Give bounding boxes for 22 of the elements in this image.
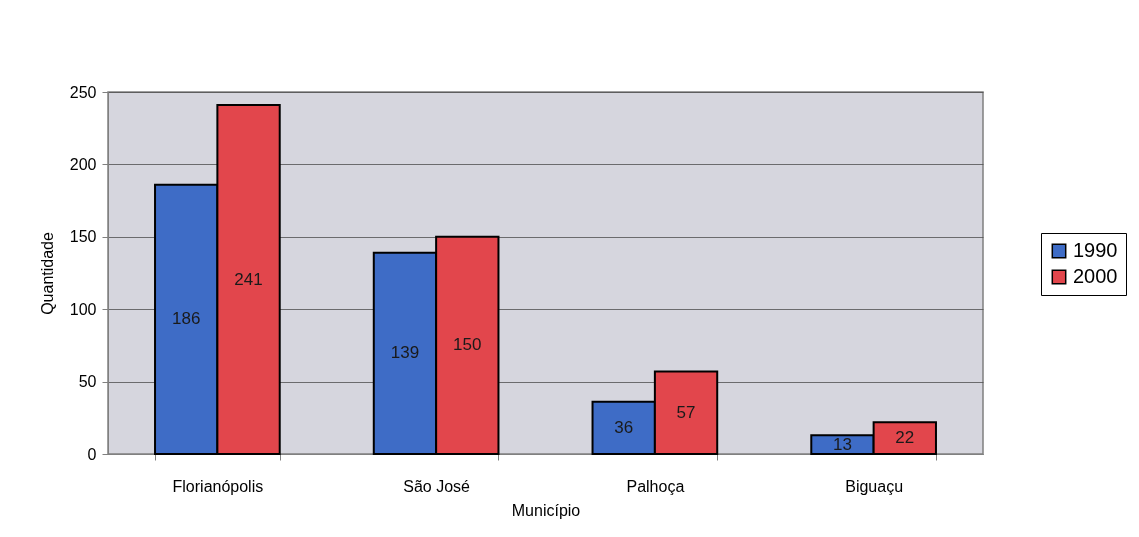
y-axis-title: Quantidade — [38, 232, 56, 315]
data-label: 36 — [614, 417, 634, 437]
y-tick-label: 200 — [69, 155, 97, 173]
data-label: 57 — [676, 402, 696, 422]
data-label: 139 — [390, 343, 420, 363]
x-tick-label: Biguaçu — [845, 477, 904, 495]
data-label: 13 — [832, 434, 852, 454]
y-tick-label: 150 — [69, 228, 97, 246]
y-tick-label: 100 — [69, 300, 97, 318]
x-tick-label: Florianópolis — [172, 477, 264, 495]
legend-label: 1990 — [1073, 239, 1118, 261]
legend-label: 2000 — [1073, 265, 1118, 287]
x-tick-label: São José — [403, 477, 471, 495]
y-tick-label: 50 — [78, 373, 97, 391]
y-tick-label: 250 — [69, 83, 97, 101]
x-tick-label: Palhoça — [626, 477, 685, 495]
x-axis-title: Município — [511, 501, 581, 519]
data-label: 186 — [172, 309, 201, 329]
data-label: 22 — [895, 428, 915, 448]
data-label: 241 — [234, 269, 263, 289]
y-tick-label: 0 — [87, 445, 97, 463]
data-label: 150 — [453, 335, 482, 355]
